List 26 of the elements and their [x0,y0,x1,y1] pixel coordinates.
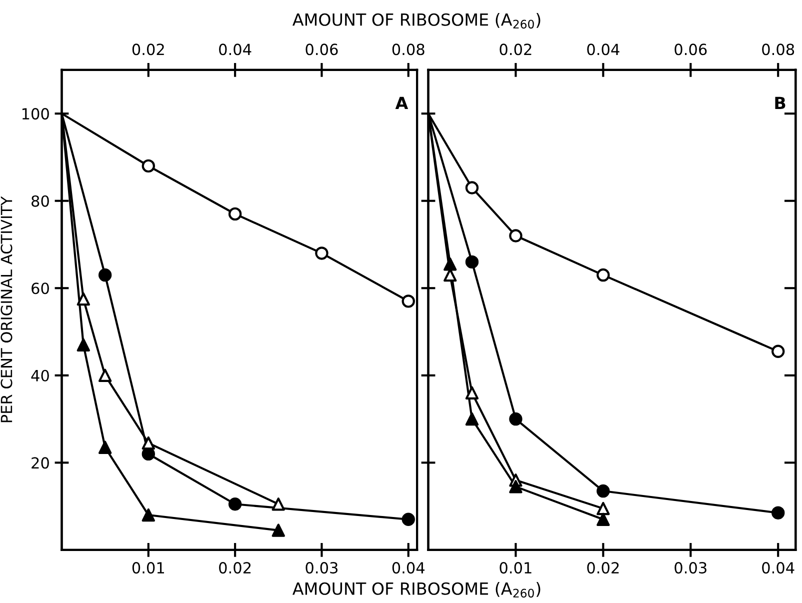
y-tick-label: 60 [32,282,49,294]
x2-tick-label: 0.06 [306,44,338,56]
x2-tick-label: 0.06 [674,44,707,56]
annotation: B [775,96,786,110]
x-axis-title: AMOUNT OF RIBOSOME (A$_{260}$) [292,582,540,598]
annotation: A [395,96,408,110]
x-tick-label: 0.02 [219,562,251,574]
x2-axis-title: AMOUNT OF RIBOSOME (A$_{260}$) [292,13,540,29]
x-tick-label: 0.01 [500,562,532,574]
x2-tick-label: 0.04 [219,44,252,56]
x-tick-label: 0.01 [132,562,164,574]
y-axis-title: PER CENT ORIGINAL ACTIVITY [0,196,12,422]
x-tick-label: 0.02 [587,562,619,574]
x2-tick-label: 0.02 [132,44,164,56]
x-tick-label: 0.03 [674,562,706,574]
y-tick-label: 100 [22,108,49,120]
x-tick-label: 0.04 [762,562,794,574]
y-tick-label: 20 [32,457,49,469]
y-tick-label: 80 [32,195,49,207]
x2-tick-label: 0.08 [762,44,794,56]
x-tick-label: 0.03 [306,562,338,574]
x2-tick-label: 0.04 [587,44,620,56]
y-tick-label: 40 [31,370,49,382]
x2-tick-label: 0.08 [392,44,424,56]
x2-tick-label: 0.02 [500,44,532,56]
x-tick-label: 0.04 [392,562,425,574]
